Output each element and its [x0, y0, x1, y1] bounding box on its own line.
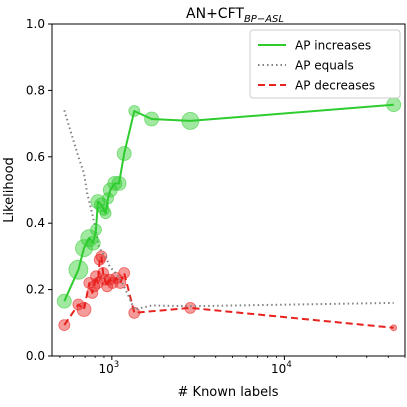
- legend-label: AP increases: [295, 39, 371, 53]
- data-point: [111, 175, 127, 191]
- data-point: [107, 175, 123, 191]
- data-point: [88, 280, 101, 293]
- legend: AP increases AP equals AP decreases: [249, 29, 401, 99]
- data-point: [144, 111, 160, 127]
- y-tick-label: 0.6: [26, 150, 45, 164]
- data-point: [90, 270, 102, 283]
- data-point: [95, 250, 108, 263]
- data-point: [58, 319, 71, 332]
- y-tick-label: 1.0: [26, 17, 45, 31]
- data-point: [72, 298, 85, 311]
- x-tick-label: 103: [98, 360, 119, 376]
- legend-label: AP equals: [295, 59, 354, 73]
- series-line: [63, 103, 394, 302]
- data-point: [114, 277, 127, 289]
- y-axis-label: Likelihood: [2, 157, 17, 223]
- y-tick-label: 0.8: [26, 83, 45, 97]
- y-tick-label: 0.4: [26, 216, 45, 230]
- series-line: [63, 255, 394, 329]
- data-point: [390, 324, 398, 332]
- data-point: [68, 259, 89, 280]
- chart-title-main: AN+CFT: [186, 6, 244, 22]
- data-point: [90, 223, 102, 236]
- data-point: [386, 97, 402, 113]
- data-point: [102, 192, 114, 205]
- y-axis: 0.0 0.2 0.4 0.6 0.8 1.0: [26, 17, 52, 363]
- data-point: [116, 146, 132, 161]
- data-point: [85, 235, 101, 251]
- data-point: [98, 273, 111, 286]
- x-tick-label-exponent: 3: [114, 360, 119, 370]
- data-point: [181, 112, 200, 130]
- series-line: [63, 110, 394, 311]
- series-ap-decreases: [58, 250, 398, 332]
- x-tick-label-exponent: 4: [286, 360, 291, 370]
- series-ap-equals: [63, 110, 394, 311]
- chart-title: AN+CFTBP−ASL: [186, 6, 284, 25]
- x-tick-label: 104: [271, 360, 292, 376]
- data-point: [56, 293, 72, 309]
- data-point: [118, 267, 131, 279]
- data-point: [75, 239, 93, 258]
- data-point: [99, 207, 112, 220]
- chart-title-subscript: BP−ASL: [244, 14, 284, 25]
- plot-frame: [51, 23, 406, 357]
- data-point: [98, 203, 110, 216]
- series-layer: [56, 97, 402, 332]
- legend-label: AP decreases: [295, 79, 375, 93]
- data-point: [76, 302, 92, 317]
- data-point: [184, 301, 197, 314]
- y-tick-label: 0.2: [26, 283, 45, 297]
- plot-area: [56, 97, 402, 332]
- series-ap-increases: [56, 97, 402, 309]
- data-point: [128, 306, 141, 319]
- data-point: [86, 286, 99, 299]
- data-point: [128, 105, 141, 117]
- y-tick-label: 0.0: [26, 349, 45, 363]
- data-point: [92, 277, 104, 289]
- data-point: [93, 253, 106, 266]
- legend-box: [249, 29, 401, 99]
- x-axis: 103 104: [59, 356, 406, 376]
- x-axis-label: # Known labels: [178, 385, 279, 400]
